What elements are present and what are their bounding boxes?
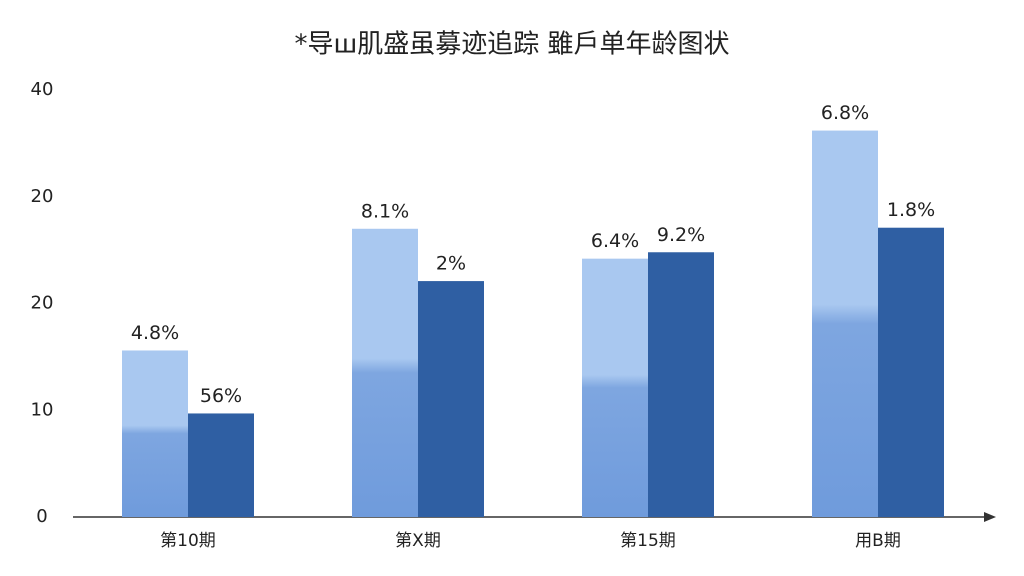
bar [122,350,188,517]
y-tick-label: 40 [31,79,54,100]
bar-label: 9.2% [657,224,705,246]
bar-label: 8.1% [361,200,409,222]
y-tick-label: 20 [31,186,54,207]
y-tick-label: 0 [36,506,47,527]
bar-label: 4.8% [131,322,179,344]
x-tick-label: 第15期 [620,531,676,551]
bar-label: 6.8% [821,102,869,124]
chart-title: *导ш肌盛虽募迹追踪 雖戶单年龄图状 [294,30,729,60]
y-tick-label: 20 [31,293,54,314]
axis-arrow [984,512,996,522]
bar [582,258,648,517]
bar-label: 1.8% [887,199,935,221]
x-tick-label: 第10期 [160,531,216,551]
bar-label: 2% [436,253,466,275]
x-tick-label: 第X期 [395,531,441,551]
bar [878,227,944,517]
bar [188,413,254,517]
bar [418,281,484,517]
y-tick-label: 10 [31,399,54,420]
bar [352,228,418,517]
bar-label: 56% [200,385,242,407]
bar-label: 6.4% [591,230,639,252]
x-tick-label: 用B期 [855,531,901,551]
bar [812,130,878,517]
bar [648,252,714,517]
